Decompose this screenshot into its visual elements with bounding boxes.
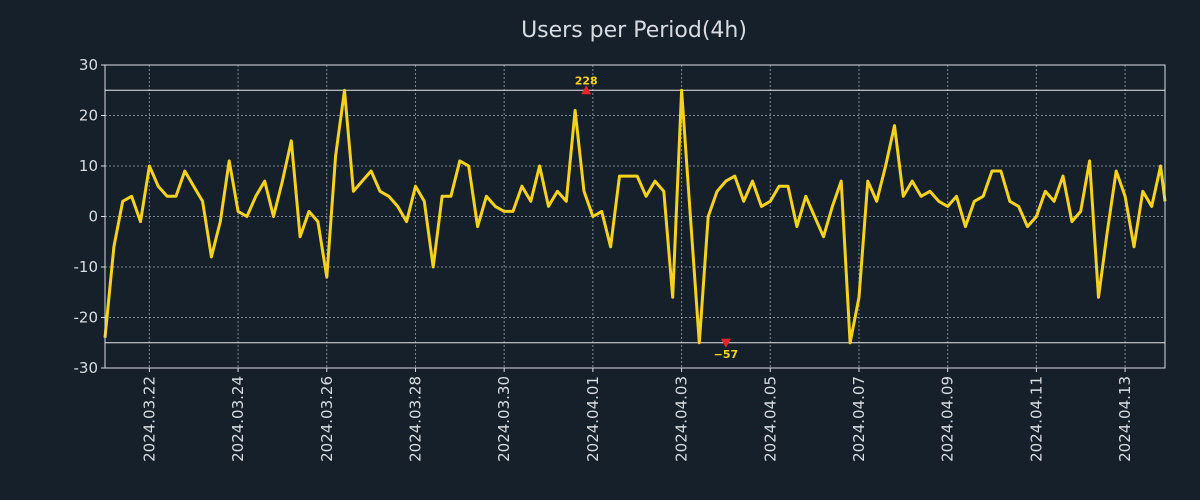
y-tick-label: -10 — [74, 258, 99, 276]
x-tick-label: 2024.03.30 — [495, 376, 513, 462]
x-tick-label: 2024.03.28 — [406, 376, 424, 462]
x-tick-label: 2024.04.03 — [673, 376, 691, 462]
x-tick-label: 2024.04.07 — [850, 376, 868, 462]
y-tick-label: 30 — [79, 56, 98, 74]
x-tick-label: 2024.04.05 — [761, 376, 779, 462]
x-axis-ticks: 2024.03.22 2024.03.24 2024.03.26 2024.03.28… — [140, 368, 1134, 462]
grid — [105, 64, 1165, 369]
plot-area-frame — [104, 64, 1166, 369]
x-tick-label: 2024.04.01 — [584, 376, 602, 462]
series-layer — [103, 88, 1167, 345]
x-tick-label: 2024.04.11 — [1027, 376, 1045, 462]
y-tick-label: 0 — [88, 208, 98, 226]
annotations-layer: 228 −57 — [575, 74, 738, 361]
series-line — [103, 88, 1167, 345]
x-tick-label: 2024.03.22 — [140, 376, 158, 462]
y-tick-label: 20 — [79, 107, 98, 125]
x-tick-label: 2024.03.26 — [318, 376, 336, 462]
max-marker — [581, 85, 592, 95]
x-tick-label: 2024.04.13 — [1116, 376, 1134, 462]
y-tick-label: 10 — [79, 157, 98, 175]
min-marker — [720, 338, 731, 348]
y-axis-ticks: 30 20 10 0 -10 -20 -30 — [74, 56, 105, 377]
y-tick-label: -30 — [74, 359, 99, 377]
threshold-lines — [105, 89, 1165, 344]
x-tick-label: 2024.04.09 — [939, 376, 957, 462]
chart-title: Users per Period(4h) — [521, 18, 747, 43]
y-tick-label: -20 — [74, 309, 99, 327]
x-tick-label: 2024.03.24 — [229, 376, 247, 462]
min-annotation-label: −57 — [714, 348, 739, 361]
max-annotation-label: 228 — [575, 74, 598, 87]
